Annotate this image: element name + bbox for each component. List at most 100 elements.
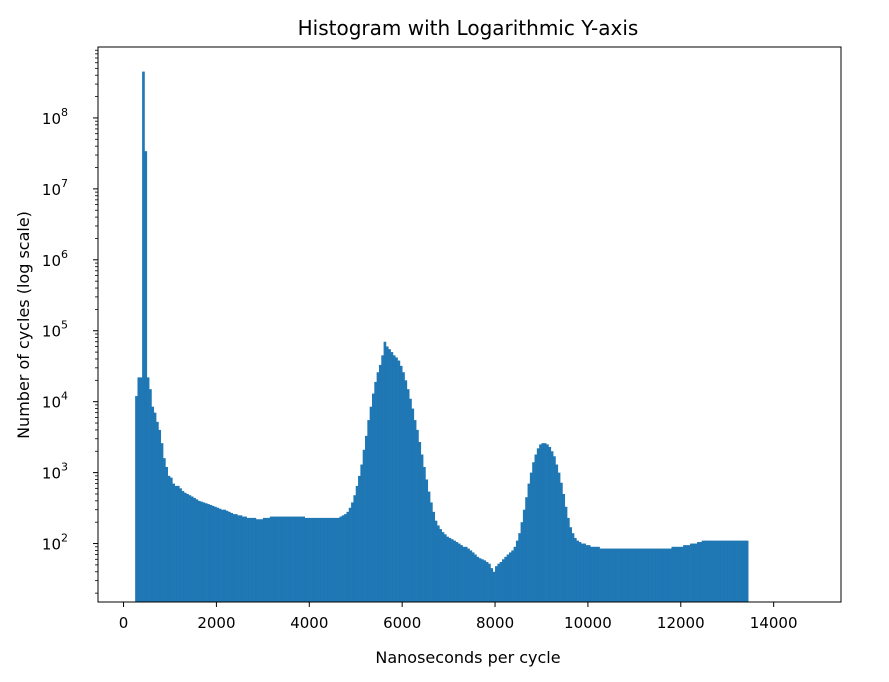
histogram-bar xyxy=(353,495,357,602)
histogram-bar xyxy=(388,349,391,602)
histogram-bar xyxy=(634,548,638,602)
y-tick-label: 102 xyxy=(42,532,68,554)
histogram-bar xyxy=(239,515,243,602)
histogram-bar xyxy=(381,355,384,602)
histogram-bar xyxy=(223,509,227,602)
histogram-bar xyxy=(555,464,559,602)
histogram-bar xyxy=(311,517,315,602)
histogram-bar xyxy=(246,517,250,602)
histogram-bar xyxy=(694,543,698,602)
histogram-bar xyxy=(399,365,403,602)
histogram-bar xyxy=(585,545,589,602)
histogram-bar xyxy=(594,546,598,602)
histogram-bar xyxy=(476,556,480,602)
histogram-bar xyxy=(441,532,445,602)
histogram-bar xyxy=(214,506,217,602)
histogram-bar xyxy=(518,533,521,602)
histogram-bar xyxy=(197,500,201,602)
histogram-bar xyxy=(464,546,468,602)
histogram-bar xyxy=(320,517,324,602)
histogram-bar xyxy=(369,406,373,602)
histogram-bars xyxy=(135,71,749,603)
histogram-bar xyxy=(255,519,259,602)
histogram-bar xyxy=(615,548,619,602)
histogram-bar xyxy=(606,548,610,602)
histogram-bar xyxy=(293,516,296,602)
histogram-bar xyxy=(539,444,542,602)
histogram-bar xyxy=(237,515,240,602)
histogram-bar xyxy=(560,482,563,602)
histogram-bar xyxy=(262,517,266,602)
histogram-bar xyxy=(146,377,150,602)
histogram-bar xyxy=(253,517,257,602)
histogram-bar xyxy=(706,540,709,602)
histogram-bar xyxy=(269,516,273,602)
histogram-bar xyxy=(186,493,189,602)
histogram-bar xyxy=(351,502,354,602)
histogram-bar xyxy=(163,458,166,602)
histogram-bar xyxy=(234,514,238,602)
histogram-bar xyxy=(490,568,494,602)
y-tick-label: 108 xyxy=(42,106,68,128)
histogram-bar xyxy=(448,537,452,602)
histogram-bar xyxy=(316,517,319,602)
x-axis-label: Nanoseconds per cycle xyxy=(375,648,560,667)
histogram-bar xyxy=(678,546,682,602)
histogram-bar xyxy=(274,516,278,602)
histogram-bar xyxy=(666,548,670,602)
histogram-bar xyxy=(652,548,656,602)
histogram-bar xyxy=(367,420,371,602)
histogram-bar xyxy=(699,542,703,602)
histogram-bar xyxy=(680,546,684,602)
histogram-bar xyxy=(309,517,312,602)
histogram-bar xyxy=(731,540,735,602)
histogram-bar xyxy=(413,420,417,602)
histogram-bar xyxy=(248,517,252,602)
histogram-bar xyxy=(339,516,343,602)
histogram-bar xyxy=(144,151,148,603)
histogram-bar xyxy=(378,364,382,602)
histogram-bar xyxy=(685,545,689,602)
x-tick: 4000 xyxy=(290,602,328,632)
histogram-bar xyxy=(365,435,368,602)
histogram-bar xyxy=(601,548,605,602)
histogram-bar xyxy=(306,517,310,602)
histogram-bar xyxy=(580,543,584,602)
histogram-bar xyxy=(446,536,449,602)
histogram-bar xyxy=(469,550,473,602)
histogram-bar xyxy=(569,527,573,602)
histogram-bar xyxy=(288,516,292,602)
histogram-bar xyxy=(564,506,568,602)
histogram-bar xyxy=(211,505,215,602)
histogram-bar xyxy=(683,545,686,602)
histogram-bar xyxy=(736,540,740,602)
x-tick-label: 8000 xyxy=(476,614,514,632)
histogram-bar xyxy=(662,548,665,602)
histogram-bar xyxy=(313,517,317,602)
histogram-bar xyxy=(392,355,396,602)
histogram-bar xyxy=(430,502,433,602)
histogram-bar xyxy=(659,548,663,602)
histogram-bar xyxy=(597,546,600,602)
histogram-bar xyxy=(532,462,535,602)
histogram-bar xyxy=(495,566,498,602)
x-tick-label: 6000 xyxy=(383,614,421,632)
histogram-bar xyxy=(536,448,540,602)
y-tick: 105 xyxy=(42,319,98,341)
histogram-bar xyxy=(704,540,707,602)
histogram-bar xyxy=(276,516,280,602)
histogram-bar xyxy=(734,540,737,602)
histogram-bar xyxy=(573,537,577,602)
histogram-bar xyxy=(717,540,721,602)
histogram-bar xyxy=(327,517,331,602)
histogram-bar xyxy=(557,472,561,602)
histogram-bar xyxy=(611,548,614,602)
histogram-bar xyxy=(165,467,168,602)
histogram-bar xyxy=(267,517,271,602)
histogram-bar xyxy=(645,548,649,602)
histogram-bar xyxy=(513,546,517,602)
histogram-bar xyxy=(655,548,658,602)
histogram-bar xyxy=(727,540,730,602)
histogram-bar xyxy=(202,502,206,602)
histogram-bar xyxy=(541,443,545,602)
